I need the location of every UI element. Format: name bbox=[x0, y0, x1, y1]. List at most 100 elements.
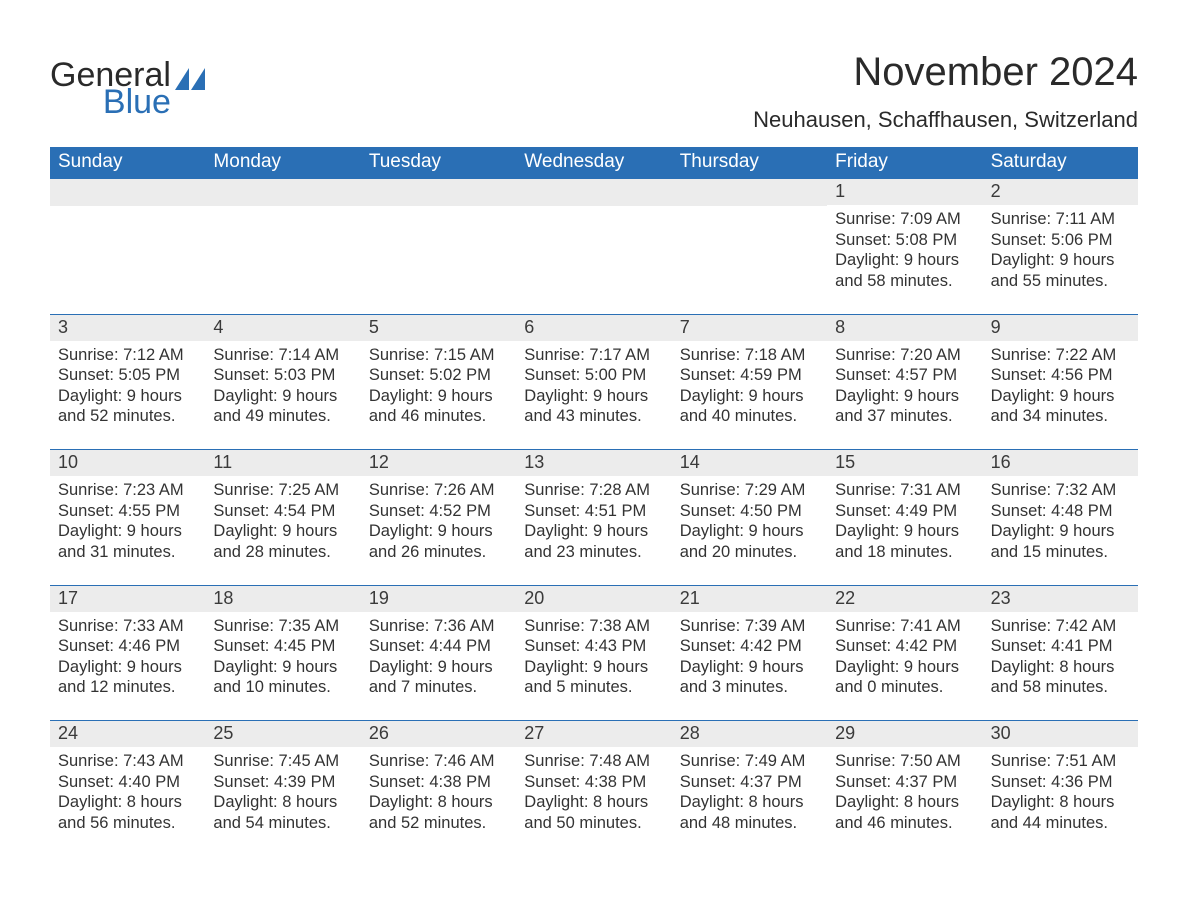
sunset-text: Sunset: 4:36 PM bbox=[991, 772, 1138, 793]
calendar-week: 17Sunrise: 7:33 AMSunset: 4:46 PMDayligh… bbox=[50, 585, 1138, 721]
sunrise-text: Sunrise: 7:14 AM bbox=[213, 345, 360, 366]
day-details: Sunrise: 7:17 AMSunset: 5:00 PMDaylight:… bbox=[516, 341, 671, 428]
day-number: 28 bbox=[672, 721, 827, 747]
day-details: Sunrise: 7:29 AMSunset: 4:50 PMDaylight:… bbox=[672, 476, 827, 563]
sunrise-text: Sunrise: 7:31 AM bbox=[835, 480, 982, 501]
day-details: Sunrise: 7:09 AMSunset: 5:08 PMDaylight:… bbox=[827, 205, 982, 292]
day-number: 3 bbox=[50, 315, 205, 341]
day-number: 12 bbox=[361, 450, 516, 476]
day-cell bbox=[516, 179, 671, 314]
day-number: 30 bbox=[983, 721, 1138, 747]
day-cell: 18Sunrise: 7:35 AMSunset: 4:45 PMDayligh… bbox=[205, 586, 360, 721]
sunrise-text: Sunrise: 7:20 AM bbox=[835, 345, 982, 366]
sunrise-text: Sunrise: 7:09 AM bbox=[835, 209, 982, 230]
day-cell: 12Sunrise: 7:26 AMSunset: 4:52 PMDayligh… bbox=[361, 450, 516, 585]
sunset-text: Sunset: 4:38 PM bbox=[369, 772, 516, 793]
weekday-header: Monday bbox=[205, 147, 360, 179]
day-cell bbox=[205, 179, 360, 314]
day-details: Sunrise: 7:12 AMSunset: 5:05 PMDaylight:… bbox=[50, 341, 205, 428]
sunset-text: Sunset: 4:49 PM bbox=[835, 501, 982, 522]
day-details: Sunrise: 7:22 AMSunset: 4:56 PMDaylight:… bbox=[983, 341, 1138, 428]
sunrise-text: Sunrise: 7:35 AM bbox=[213, 616, 360, 637]
day-number: 15 bbox=[827, 450, 982, 476]
calendar-week: 3Sunrise: 7:12 AMSunset: 5:05 PMDaylight… bbox=[50, 314, 1138, 450]
day-details: Sunrise: 7:11 AMSunset: 5:06 PMDaylight:… bbox=[983, 205, 1138, 292]
day-cell: 25Sunrise: 7:45 AMSunset: 4:39 PMDayligh… bbox=[205, 721, 360, 856]
sunset-text: Sunset: 5:08 PM bbox=[835, 230, 982, 251]
day-cell: 14Sunrise: 7:29 AMSunset: 4:50 PMDayligh… bbox=[672, 450, 827, 585]
daylight-text: Daylight: 9 hours and 52 minutes. bbox=[58, 386, 205, 427]
sunset-text: Sunset: 4:46 PM bbox=[58, 636, 205, 657]
day-number: 25 bbox=[205, 721, 360, 747]
header: General Blue November 2024 Neuhausen, Sc… bbox=[50, 50, 1138, 133]
daylight-text: Daylight: 8 hours and 46 minutes. bbox=[835, 792, 982, 833]
day-cell: 29Sunrise: 7:50 AMSunset: 4:37 PMDayligh… bbox=[827, 721, 982, 856]
day-number: 1 bbox=[827, 179, 982, 205]
day-details: Sunrise: 7:31 AMSunset: 4:49 PMDaylight:… bbox=[827, 476, 982, 563]
sunrise-text: Sunrise: 7:32 AM bbox=[991, 480, 1138, 501]
day-cell: 10Sunrise: 7:23 AMSunset: 4:55 PMDayligh… bbox=[50, 450, 205, 585]
sunrise-text: Sunrise: 7:18 AM bbox=[680, 345, 827, 366]
sunset-text: Sunset: 4:56 PM bbox=[991, 365, 1138, 386]
day-number: 22 bbox=[827, 586, 982, 612]
daylight-text: Daylight: 9 hours and 49 minutes. bbox=[213, 386, 360, 427]
sunset-text: Sunset: 4:50 PM bbox=[680, 501, 827, 522]
sunset-text: Sunset: 4:39 PM bbox=[213, 772, 360, 793]
weekday-header: Friday bbox=[827, 147, 982, 179]
day-number: 9 bbox=[983, 315, 1138, 341]
sunrise-text: Sunrise: 7:39 AM bbox=[680, 616, 827, 637]
day-cell: 24Sunrise: 7:43 AMSunset: 4:40 PMDayligh… bbox=[50, 721, 205, 856]
day-number: 26 bbox=[361, 721, 516, 747]
sunset-text: Sunset: 4:52 PM bbox=[369, 501, 516, 522]
day-details: Sunrise: 7:39 AMSunset: 4:42 PMDaylight:… bbox=[672, 612, 827, 699]
daylight-text: Daylight: 9 hours and 5 minutes. bbox=[524, 657, 671, 698]
sunset-text: Sunset: 5:05 PM bbox=[58, 365, 205, 386]
day-details: Sunrise: 7:15 AMSunset: 5:02 PMDaylight:… bbox=[361, 341, 516, 428]
sunrise-text: Sunrise: 7:51 AM bbox=[991, 751, 1138, 772]
day-number: 23 bbox=[983, 586, 1138, 612]
sunset-text: Sunset: 5:00 PM bbox=[524, 365, 671, 386]
day-details: Sunrise: 7:41 AMSunset: 4:42 PMDaylight:… bbox=[827, 612, 982, 699]
daylight-text: Daylight: 9 hours and 28 minutes. bbox=[213, 521, 360, 562]
sunset-text: Sunset: 4:48 PM bbox=[991, 501, 1138, 522]
daylight-text: Daylight: 9 hours and 26 minutes. bbox=[369, 521, 516, 562]
sunset-text: Sunset: 4:45 PM bbox=[213, 636, 360, 657]
day-details: Sunrise: 7:45 AMSunset: 4:39 PMDaylight:… bbox=[205, 747, 360, 834]
sunset-text: Sunset: 4:38 PM bbox=[524, 772, 671, 793]
sunrise-text: Sunrise: 7:46 AM bbox=[369, 751, 516, 772]
sunset-text: Sunset: 4:51 PM bbox=[524, 501, 671, 522]
sunset-text: Sunset: 4:57 PM bbox=[835, 365, 982, 386]
day-details: Sunrise: 7:48 AMSunset: 4:38 PMDaylight:… bbox=[516, 747, 671, 834]
daylight-text: Daylight: 8 hours and 54 minutes. bbox=[213, 792, 360, 833]
day-number: 29 bbox=[827, 721, 982, 747]
day-cell: 4Sunrise: 7:14 AMSunset: 5:03 PMDaylight… bbox=[205, 315, 360, 450]
weekday-header: Thursday bbox=[672, 147, 827, 179]
sunrise-text: Sunrise: 7:49 AM bbox=[680, 751, 827, 772]
daylight-text: Daylight: 9 hours and 23 minutes. bbox=[524, 521, 671, 562]
weekday-header: Wednesday bbox=[516, 147, 671, 179]
day-cell: 23Sunrise: 7:42 AMSunset: 4:41 PMDayligh… bbox=[983, 586, 1138, 721]
daylight-text: Daylight: 9 hours and 10 minutes. bbox=[213, 657, 360, 698]
day-cell: 30 Sunrise: 7:51 AMSunset: 4:36 PMDayligh… bbox=[983, 721, 1138, 856]
day-cell: 5Sunrise: 7:15 AMSunset: 5:02 PMDaylight… bbox=[361, 315, 516, 450]
day-cell: 16Sunrise: 7:32 AMSunset: 4:48 PMDayligh… bbox=[983, 450, 1138, 585]
day-details: Sunrise: 7:28 AMSunset: 4:51 PMDaylight:… bbox=[516, 476, 671, 563]
calendar-week: 1Sunrise: 7:09 AMSunset: 5:08 PMDaylight… bbox=[50, 179, 1138, 314]
day-details: Sunrise: 7:50 AMSunset: 4:37 PMDaylight:… bbox=[827, 747, 982, 834]
month-title: November 2024 bbox=[753, 50, 1138, 95]
daylight-text: Daylight: 9 hours and 3 minutes. bbox=[680, 657, 827, 698]
daylight-text: Daylight: 9 hours and 15 minutes. bbox=[991, 521, 1138, 562]
day-cell: 22Sunrise: 7:41 AMSunset: 4:42 PMDayligh… bbox=[827, 586, 982, 721]
day-cell: 7Sunrise: 7:18 AMSunset: 4:59 PMDaylight… bbox=[672, 315, 827, 450]
sunset-text: Sunset: 4:37 PM bbox=[835, 772, 982, 793]
day-details: Sunrise: 7:14 AMSunset: 5:03 PMDaylight:… bbox=[205, 341, 360, 428]
day-details: Sunrise: 7:25 AMSunset: 4:54 PMDaylight:… bbox=[205, 476, 360, 563]
day-number: 4 bbox=[205, 315, 360, 341]
daylight-text: Daylight: 8 hours and 44 minutes. bbox=[991, 792, 1138, 833]
sunrise-text: Sunrise: 7:23 AM bbox=[58, 480, 205, 501]
daylight-text: Daylight: 9 hours and 18 minutes. bbox=[835, 521, 982, 562]
day-details: Sunrise: 7:35 AMSunset: 4:45 PMDaylight:… bbox=[205, 612, 360, 699]
day-cell: 13Sunrise: 7:28 AMSunset: 4:51 PMDayligh… bbox=[516, 450, 671, 585]
sunset-text: Sunset: 4:37 PM bbox=[680, 772, 827, 793]
weeks-container: 1Sunrise: 7:09 AMSunset: 5:08 PMDaylight… bbox=[50, 179, 1138, 856]
